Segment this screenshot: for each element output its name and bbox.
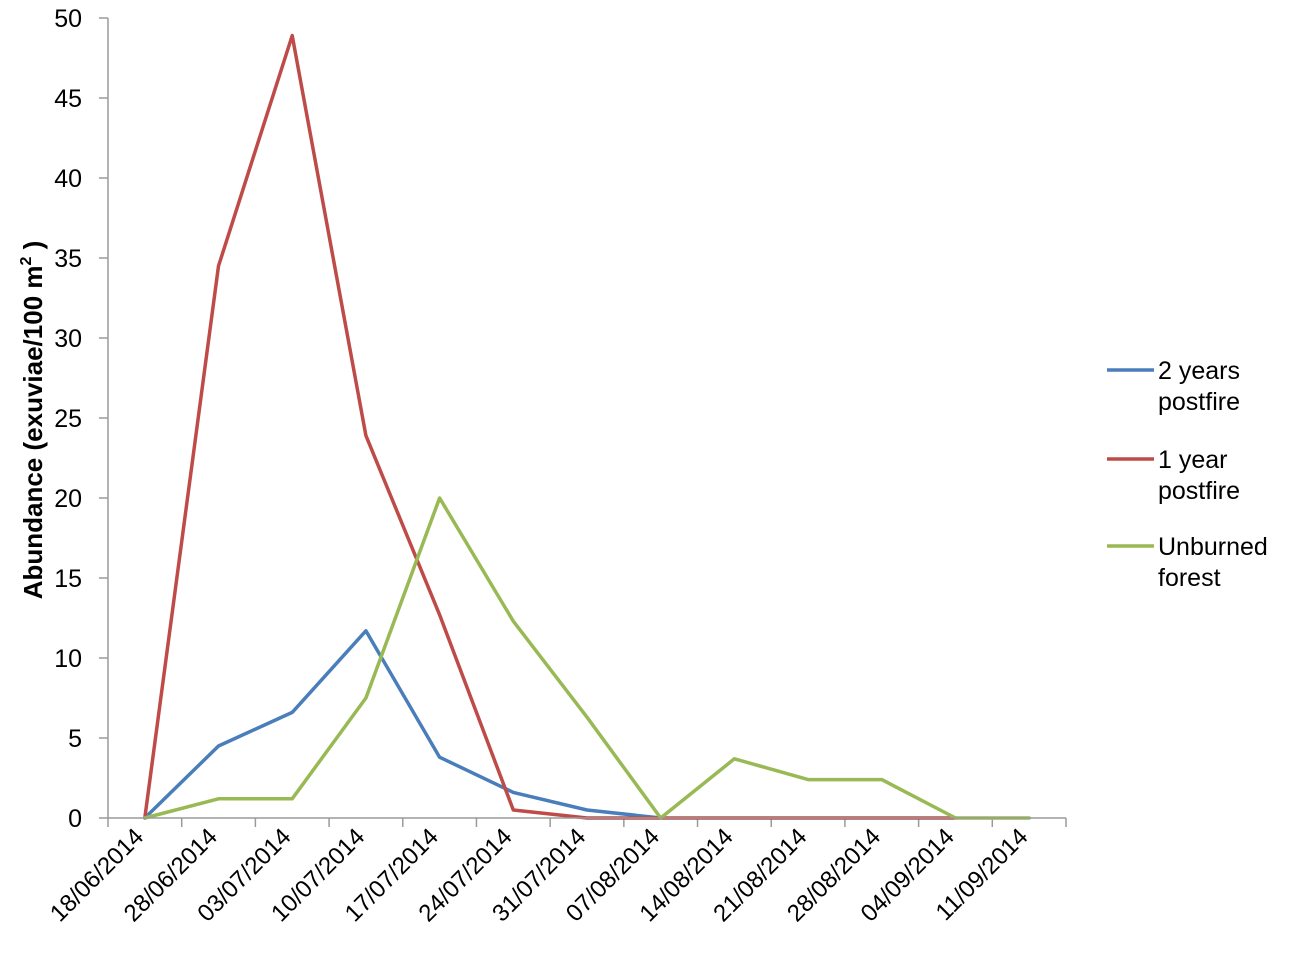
series-line-2 (143, 33, 958, 820)
legend-label: forest (1158, 564, 1221, 592)
legend-label: postfire (1158, 477, 1240, 505)
series-line-1 (143, 629, 663, 820)
legend-item: 1 year postfire (1107, 446, 1240, 505)
legend: 2 years postfire 1 year postfire Unburned for… (1107, 357, 1268, 592)
x-axis-tick-labels: 18/06/201428/06/201403/07/201410/07/2014… (45, 823, 1033, 927)
series-line-3 (143, 496, 1031, 820)
series-lines (143, 33, 1031, 820)
legend-item: Unburned forest (1107, 533, 1268, 592)
y-tick-label: 5 (68, 725, 82, 753)
y-tick-label: 20 (54, 485, 82, 513)
y-axis-tick-labels: 0 5 10 15 20 25 30 35 40 45 50 (54, 5, 82, 833)
legend-label: Unburned (1158, 533, 1268, 561)
y-tick-label: 15 (54, 565, 82, 593)
y-tick-label: 0 (68, 805, 82, 833)
x-axis-ticks (107, 818, 1067, 827)
y-axis-title: Abundance (exuviae/100 m2 ) (18, 241, 48, 600)
y-tick-label: 40 (54, 165, 82, 193)
legend-label: 2 years (1158, 357, 1240, 385)
y-tick-label: 30 (54, 325, 82, 353)
y-axis-title-close: ) (18, 241, 48, 257)
y-tick-label: 25 (54, 405, 82, 433)
y-tick-label: 10 (54, 645, 82, 673)
y-tick-label: 50 (54, 5, 82, 33)
y-tick-label: 45 (54, 85, 82, 113)
legend-label: postfire (1158, 388, 1240, 416)
y-tick-label: 35 (54, 245, 82, 273)
legend-item: 2 years postfire (1107, 357, 1240, 416)
y-axis-title-superscript: 2 (18, 256, 35, 265)
y-axis-ticks (99, 17, 108, 819)
legend-label: 1 year (1158, 446, 1227, 474)
